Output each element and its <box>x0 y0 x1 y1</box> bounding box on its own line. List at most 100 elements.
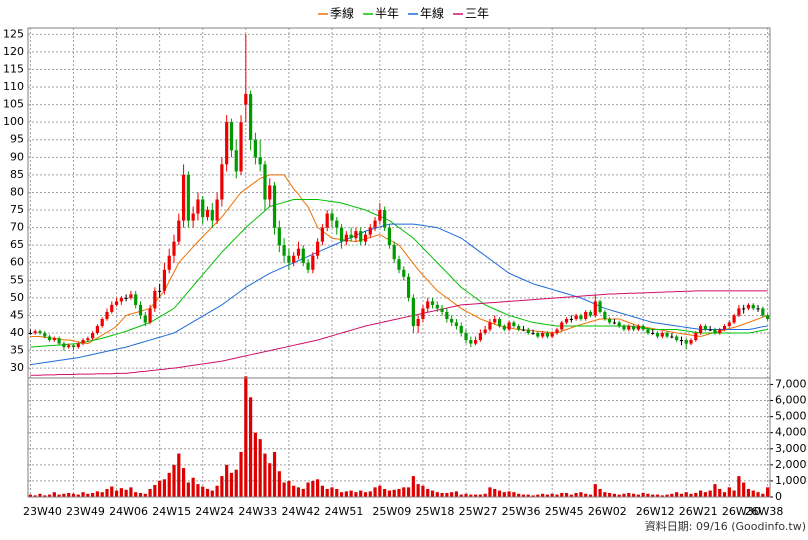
candle-body <box>560 322 564 330</box>
candle-body <box>320 227 325 242</box>
volume-bar <box>588 494 593 497</box>
volume-bar <box>655 494 660 497</box>
y-tick-label: 40 <box>10 326 24 339</box>
volume-bar <box>387 490 392 497</box>
candle-body <box>751 304 755 309</box>
candle-body <box>306 262 310 270</box>
volume-bar <box>488 487 492 497</box>
candle-body <box>713 329 717 334</box>
candle-body <box>215 199 219 221</box>
volume-bar <box>325 488 329 497</box>
candle-body <box>756 308 760 310</box>
x-tick-label: 24W24 <box>195 505 234 518</box>
volume-bar <box>229 472 234 497</box>
volume-bar <box>406 487 411 497</box>
volume-bar <box>684 492 688 497</box>
volume-bar <box>320 485 325 497</box>
candle-body <box>282 245 286 256</box>
candle-body <box>402 269 406 277</box>
candle-body <box>521 329 526 331</box>
volume-bar <box>550 493 554 497</box>
volume-bar <box>258 439 262 497</box>
volume-bar <box>148 488 152 497</box>
candle-body <box>631 325 636 330</box>
candle-body <box>564 318 569 323</box>
volume-bar <box>450 492 454 497</box>
volume-bar <box>746 488 751 497</box>
candle-body <box>359 231 363 242</box>
volume-bar <box>507 491 511 497</box>
volume-bar <box>373 487 377 497</box>
volume-bar <box>253 432 257 497</box>
x-tick-label: 25W09 <box>372 505 411 518</box>
candle-body <box>478 333 482 341</box>
volume-bar <box>608 492 612 497</box>
volume-bar <box>62 493 66 497</box>
volume-bar <box>282 482 286 497</box>
volume-bar <box>134 492 138 497</box>
volume-bar <box>220 476 224 497</box>
candle-body <box>426 301 430 309</box>
x-tick-label: 26W21 <box>679 505 718 518</box>
candle-body <box>124 297 128 299</box>
volume-bar <box>464 493 468 497</box>
candle-body <box>311 255 315 270</box>
volume-bar <box>742 482 746 497</box>
candle-body <box>627 325 631 330</box>
candle-body <box>205 210 210 218</box>
volume-bar <box>38 493 42 497</box>
y-tick-label: 7,000 <box>775 377 807 390</box>
candle-body <box>445 311 449 319</box>
volume-bar <box>263 453 267 497</box>
candle-body <box>473 340 478 344</box>
volume-bar <box>675 492 679 497</box>
volume-bar <box>76 494 80 497</box>
volume-bar <box>751 490 755 497</box>
volume-bar <box>110 486 114 497</box>
candle-body <box>608 318 612 323</box>
volume-bar <box>177 453 181 497</box>
candle-body <box>373 220 377 228</box>
volume-bar <box>560 492 564 497</box>
volume-bar <box>234 469 238 497</box>
y-tick-label: 30 <box>10 361 24 374</box>
volume-bar <box>617 494 621 497</box>
candle-body <box>651 333 655 335</box>
candle-body <box>684 340 688 344</box>
x-tick-label: 25W36 <box>502 505 541 518</box>
volume-bar <box>52 492 56 497</box>
legend: 季線 半年 年線 三年 <box>318 6 489 21</box>
candle-body <box>268 185 272 200</box>
candle-body <box>550 333 554 337</box>
candle-body <box>450 318 454 323</box>
legend-label: 三年 <box>465 7 489 21</box>
candle-body <box>517 325 521 330</box>
y-tick-label: 105 <box>3 98 24 111</box>
y-tick-label: 60 <box>10 256 24 269</box>
x-tick-label: 24W06 <box>109 505 148 518</box>
candle-body <box>153 290 157 309</box>
y-tick-label: 35 <box>10 344 24 357</box>
candle-body <box>86 338 90 341</box>
candle-body <box>191 213 195 221</box>
candle-body <box>105 311 109 319</box>
candle-body <box>742 308 746 310</box>
candle-body <box>292 255 296 263</box>
volume-bar <box>210 490 214 497</box>
candle-body <box>335 220 339 228</box>
volume-bar <box>191 477 195 497</box>
volume-bar <box>181 468 186 497</box>
volume-bar <box>651 494 655 497</box>
x-tick-label: 25W45 <box>545 505 584 518</box>
candle-body <box>253 139 257 158</box>
volume-bar <box>363 492 368 497</box>
volume-bar <box>411 476 415 497</box>
volume-bar <box>100 492 104 497</box>
volume-bar <box>167 472 171 497</box>
volume-bar <box>349 490 353 497</box>
volume-bar <box>526 494 530 497</box>
volume-bar <box>497 490 502 497</box>
volume-bar <box>531 495 535 497</box>
candle-body <box>598 301 602 312</box>
candle-body <box>67 345 71 348</box>
